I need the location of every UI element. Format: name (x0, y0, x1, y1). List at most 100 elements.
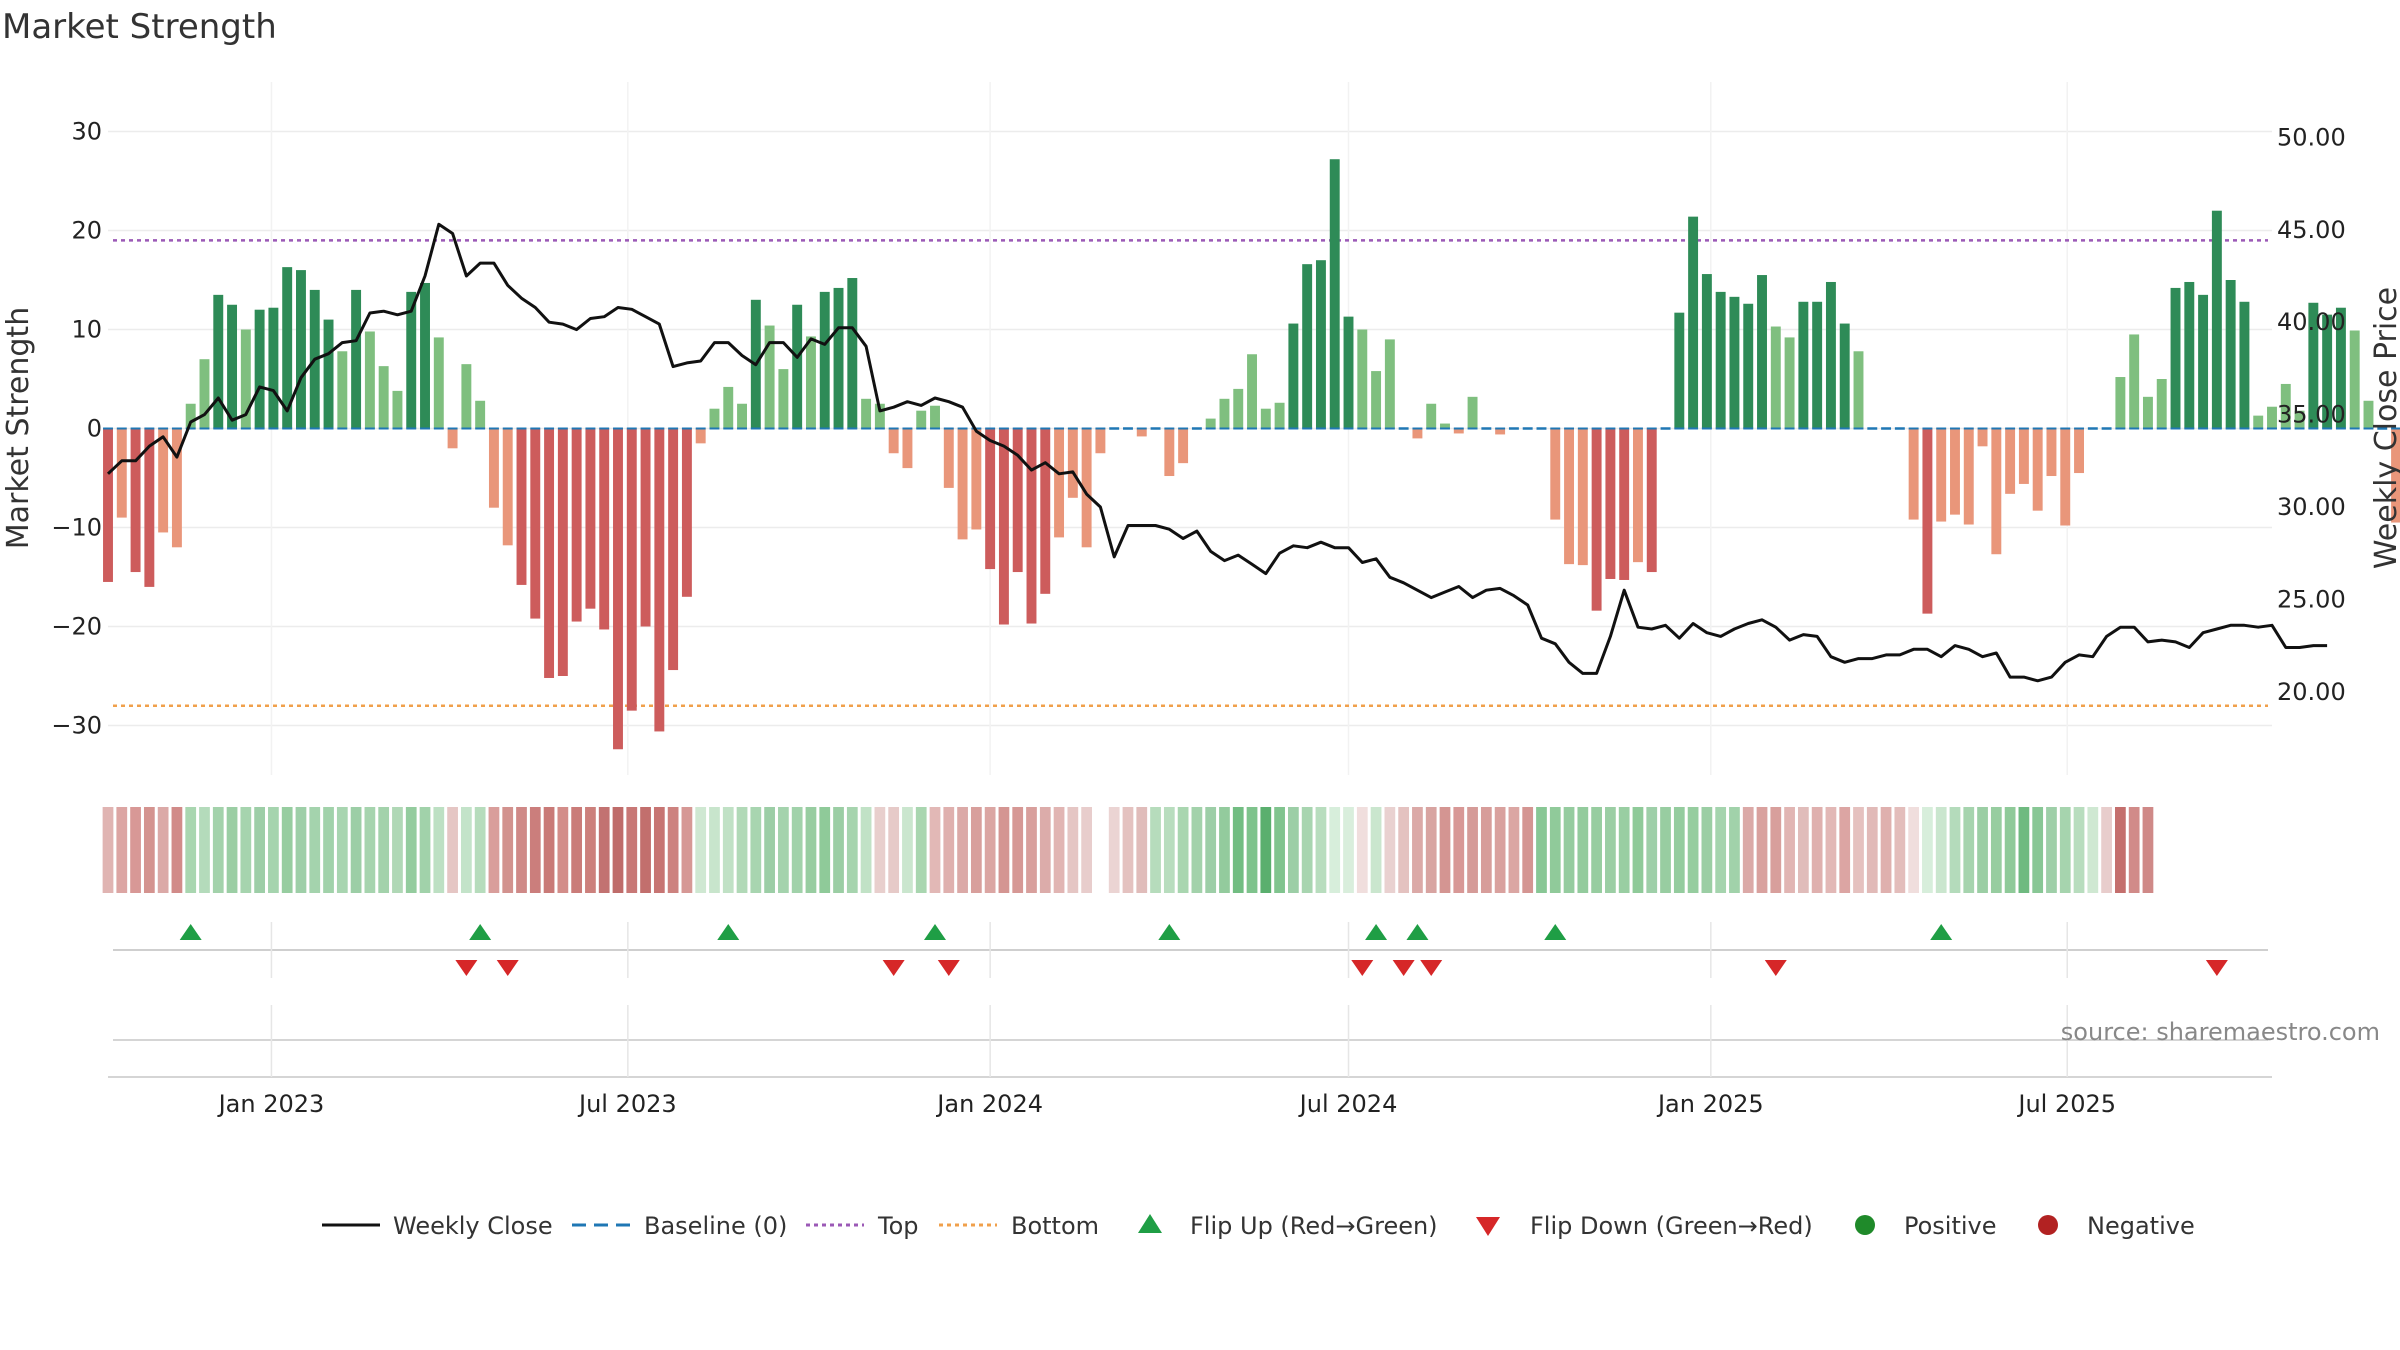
right-axis-ticks: 50.00 45.00 40.00 35.00 30.00 25.00 20.00 (2277, 123, 2346, 705)
strength-bar-positive (1770, 326, 1781, 429)
strength-bar-positive (1839, 323, 1850, 429)
strip-segment (833, 807, 844, 893)
color-strip (102, 807, 2154, 893)
strength-bar-positive (1329, 159, 1340, 429)
strength-bar-positive (930, 405, 940, 429)
x-tick-label: Jul 2023 (577, 1090, 677, 1118)
strip-segment (1425, 807, 1437, 893)
strip-segment (1756, 807, 1768, 893)
strip-segment (1605, 807, 1616, 893)
strength-bar-negative (1012, 428, 1023, 573)
strength-bar-negative (2074, 428, 2084, 474)
strip-segment (295, 807, 307, 893)
strip-segment (378, 807, 390, 893)
strength-bar-negative (1991, 428, 2002, 555)
y2-tick-label: 30.00 (2277, 493, 2346, 521)
strength-bar-positive (433, 337, 444, 429)
strip-segment (1384, 807, 1396, 893)
strength-bar-positive (1247, 354, 1257, 429)
strip-segment (1825, 807, 1837, 893)
strength-bar-negative (1936, 428, 1947, 522)
strength-bar-negative (1564, 428, 1575, 565)
strength-bar-positive (2211, 210, 2222, 429)
strip-segment (1108, 807, 1120, 893)
strip-segment (1935, 807, 1947, 893)
flip-up-marker (1406, 924, 1429, 940)
strength-bar-positive (461, 364, 472, 429)
strength-bar-negative (943, 428, 954, 488)
strength-bar-positive (2280, 383, 2291, 429)
strip-segment (157, 807, 169, 893)
strip-segment (1646, 807, 1658, 893)
strip-segment (1536, 807, 1547, 893)
strength-bar-positive (2322, 314, 2333, 429)
legend-item-flip_down: Flip Down (Green→Red) (1476, 1212, 1813, 1240)
strength-bar-positive (227, 304, 238, 429)
strip-segment (1549, 807, 1561, 893)
strip-segment (226, 807, 238, 893)
strength-bar-positive (2239, 301, 2250, 429)
strength-bar-positive (2156, 379, 2167, 429)
strip-segment (1246, 807, 1258, 893)
strength-bar-negative (681, 428, 692, 597)
strength-bar-positive (737, 403, 748, 429)
strength-bar-negative (1591, 428, 1602, 611)
legend-label: Flip Up (Red→Green) (1190, 1212, 1438, 1240)
strip-segment (695, 807, 707, 893)
strip-segment (722, 807, 734, 893)
strip-segment (1784, 807, 1795, 893)
strip-segment (791, 807, 803, 893)
strip-segment (240, 807, 252, 893)
strength-bar-positive (296, 270, 306, 429)
strength-bar-negative (1550, 428, 1561, 520)
x-tick-label: Jan 2023 (217, 1090, 325, 1118)
strip-segment (529, 807, 541, 893)
strip-segment (130, 807, 141, 893)
strength-bar-negative (1922, 428, 1933, 614)
y-axis-label: Market Strength (1, 307, 36, 549)
strip-segment (970, 807, 982, 893)
strip-segment (336, 807, 348, 893)
y-tick-label: 10 (71, 316, 102, 344)
strength-bars (103, 159, 2400, 750)
strip-segment (309, 807, 321, 893)
strength-bar-negative (1178, 428, 1189, 464)
strength-bar-positive (2267, 406, 2277, 429)
source-text: source: sharemaestro.com (2061, 1018, 2380, 1046)
strip-segment (2142, 807, 2154, 893)
strength-bar-negative (1054, 428, 1065, 538)
strip-segment (681, 807, 693, 893)
strength-bar-negative (971, 428, 982, 530)
strip-segment (1026, 807, 1037, 893)
y-tick-label: 20 (71, 217, 102, 245)
strength-bar-positive (2363, 400, 2374, 429)
legend-swatch-circle (1855, 1215, 1875, 1235)
strength-bar-positive (1784, 337, 1795, 429)
strength-bar-negative (998, 428, 1009, 625)
strip-segment (1163, 807, 1175, 893)
strip-segment (502, 807, 514, 893)
strength-bar-positive (254, 309, 265, 429)
strip-segment (1232, 807, 1244, 893)
strength-bar-positive (792, 304, 803, 429)
y-tick-label: 30 (71, 118, 102, 146)
strip-segment (268, 807, 279, 893)
strip-segment (323, 807, 334, 893)
flip-up-marker (469, 924, 492, 940)
strength-bar-negative (103, 428, 113, 582)
strength-bar-negative (1632, 428, 1643, 563)
flip-panel-grid (270, 922, 2068, 978)
strength-bar-positive (378, 366, 389, 429)
strip-segment (1908, 807, 1920, 893)
strip-segment (984, 807, 996, 893)
strip-segment (819, 807, 831, 893)
strip-segment (1177, 807, 1189, 893)
strength-bar-negative (1950, 428, 1960, 515)
strip-segment (626, 807, 638, 893)
strength-bar-positive (1825, 281, 1836, 429)
strip-segment (1343, 807, 1354, 893)
strength-bar-positive (916, 410, 927, 429)
strip-segment (1990, 807, 2002, 893)
legend-label: Weekly Close (393, 1212, 553, 1240)
strength-bar-positive (1757, 275, 1767, 429)
